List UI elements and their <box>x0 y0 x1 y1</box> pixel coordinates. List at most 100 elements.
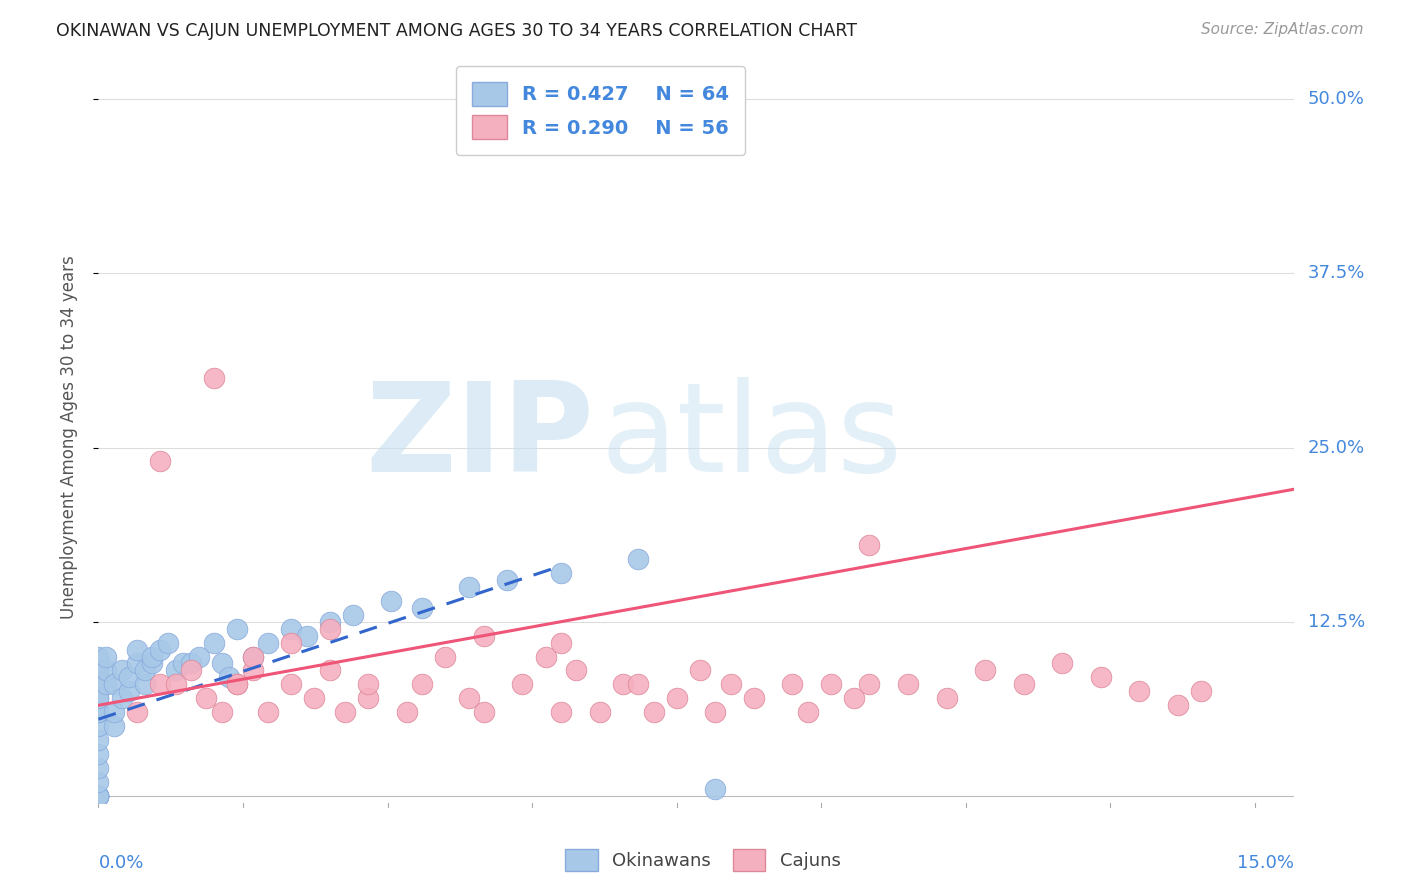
Point <box>87 733 110 747</box>
Point <box>797 705 820 719</box>
Point <box>858 677 880 691</box>
Point <box>187 649 209 664</box>
Text: atlas: atlas <box>600 376 903 498</box>
Point <box>1090 670 1112 684</box>
Legend: R = 0.427    N = 64, R = 0.290    N = 56: R = 0.427 N = 64, R = 0.290 N = 56 <box>456 66 745 154</box>
Point <box>180 657 202 671</box>
Point <box>202 635 225 649</box>
Point <box>357 691 380 706</box>
Point <box>87 705 110 719</box>
Point <box>87 775 110 789</box>
Point <box>118 684 141 698</box>
Point <box>87 684 110 698</box>
Point <box>87 789 110 803</box>
Point <box>897 677 920 691</box>
Point <box>257 635 280 649</box>
Text: ZIP: ZIP <box>366 376 595 498</box>
Point <box>496 573 519 587</box>
Point <box>342 607 364 622</box>
Point <box>333 705 356 719</box>
Point <box>103 705 125 719</box>
Point <box>534 649 557 664</box>
Point <box>94 664 117 678</box>
Point <box>134 664 156 678</box>
Point <box>87 789 110 803</box>
Point <box>87 789 110 803</box>
Point <box>1167 698 1189 713</box>
Point <box>550 635 572 649</box>
Text: 50.0%: 50.0% <box>1308 90 1365 108</box>
Point <box>974 664 997 678</box>
Point <box>858 538 880 552</box>
Text: 12.5%: 12.5% <box>1308 613 1365 631</box>
Point <box>211 657 233 671</box>
Text: Source: ZipAtlas.com: Source: ZipAtlas.com <box>1201 22 1364 37</box>
Point <box>1012 677 1035 691</box>
Point <box>842 691 865 706</box>
Text: 0.0%: 0.0% <box>98 854 143 872</box>
Legend: Okinawans, Cajuns: Okinawans, Cajuns <box>558 842 848 879</box>
Point <box>242 664 264 678</box>
Point <box>689 664 711 678</box>
Point <box>149 642 172 657</box>
Point <box>110 664 132 678</box>
Point <box>141 657 163 671</box>
Point <box>226 677 249 691</box>
Point <box>457 580 479 594</box>
Point <box>782 677 804 691</box>
Text: 37.5%: 37.5% <box>1308 264 1365 283</box>
Text: OKINAWAN VS CAJUN UNEMPLOYMENT AMONG AGES 30 TO 34 YEARS CORRELATION CHART: OKINAWAN VS CAJUN UNEMPLOYMENT AMONG AGE… <box>56 22 858 40</box>
Point <box>935 691 957 706</box>
Point <box>550 705 572 719</box>
Point <box>87 789 110 803</box>
Point <box>87 691 110 706</box>
Point <box>380 594 402 608</box>
Point <box>141 649 163 664</box>
Point <box>125 705 148 719</box>
Point <box>94 677 117 691</box>
Point <box>550 566 572 580</box>
Point <box>612 677 634 691</box>
Point <box>742 691 765 706</box>
Point <box>411 677 433 691</box>
Point <box>87 705 110 719</box>
Point <box>156 635 179 649</box>
Point <box>149 677 172 691</box>
Point <box>242 649 264 664</box>
Point <box>87 698 110 713</box>
Text: 15.0%: 15.0% <box>1236 854 1294 872</box>
Point <box>565 664 588 678</box>
Point <box>87 670 110 684</box>
Point <box>125 657 148 671</box>
Point <box>627 552 650 566</box>
Point <box>257 705 280 719</box>
Point <box>665 691 688 706</box>
Point <box>720 677 742 691</box>
Point <box>1128 684 1150 698</box>
Point <box>643 705 665 719</box>
Point <box>411 600 433 615</box>
Point <box>280 635 302 649</box>
Point <box>87 761 110 775</box>
Point <box>87 657 110 671</box>
Point <box>1189 684 1212 698</box>
Point <box>226 677 249 691</box>
Point <box>87 789 110 803</box>
Point <box>172 657 194 671</box>
Point <box>704 705 727 719</box>
Point <box>165 664 187 678</box>
Point <box>704 781 727 796</box>
Point <box>218 670 240 684</box>
Point <box>87 649 110 664</box>
Point <box>87 789 110 803</box>
Point <box>280 677 302 691</box>
Point <box>627 677 650 691</box>
Point <box>472 705 495 719</box>
Point <box>319 615 342 629</box>
Point <box>242 649 264 664</box>
Point <box>87 664 110 678</box>
Point <box>103 719 125 733</box>
Point <box>118 670 141 684</box>
Point <box>180 664 202 678</box>
Point <box>457 691 479 706</box>
